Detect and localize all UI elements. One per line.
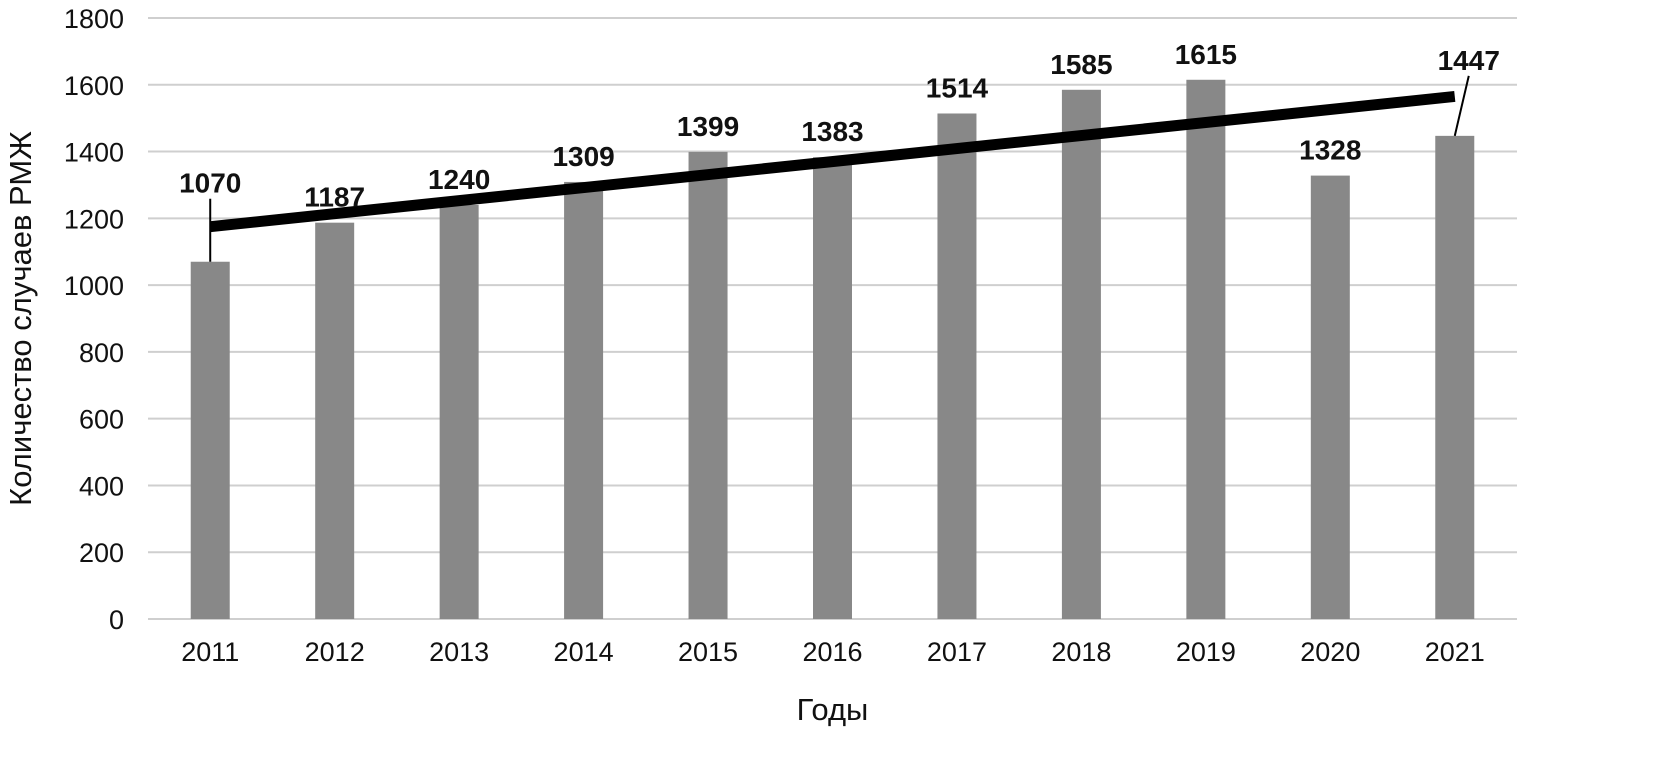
data-label: 1383	[801, 116, 863, 147]
y-tick-label: 1200	[64, 204, 124, 234]
bar	[190, 261, 230, 619]
bar	[1186, 79, 1226, 619]
bar	[1435, 135, 1475, 619]
x-tick-label: 2013	[429, 637, 489, 667]
data-label-leader	[1453, 75, 1470, 137]
bar	[439, 204, 479, 619]
bar	[1310, 175, 1350, 619]
trendline-group	[209, 90, 1456, 233]
data-label: 1399	[677, 111, 739, 142]
y-axis-title: Количество случаев РМЖ	[3, 131, 38, 506]
bar	[937, 113, 977, 620]
x-tick-label: 2015	[678, 637, 738, 667]
y-tick-label: 800	[79, 338, 124, 368]
y-axis-ticks: 0 200 400 600 800 1000 1200 1400 1600 1800	[64, 4, 124, 635]
bar	[315, 222, 355, 619]
trendline	[209, 90, 1456, 233]
x-axis-ticks: 2011 2012 2013 2014 2015 2016 2017 2018 2019 2020…	[181, 637, 1485, 667]
x-tick-label: 2017	[927, 637, 987, 667]
y-tick-label: 1600	[64, 71, 124, 101]
x-axis-title: Годы	[797, 692, 869, 727]
y-tick-label: 1400	[64, 138, 124, 168]
data-label: 1585	[1050, 49, 1112, 80]
x-tick-label: 2018	[1051, 637, 1111, 667]
data-label: 1615	[1175, 39, 1237, 70]
x-tick-label: 2016	[802, 637, 862, 667]
data-label: 1514	[926, 72, 989, 103]
bar	[813, 157, 852, 619]
bars	[190, 79, 1475, 620]
data-label: 1187	[304, 182, 365, 213]
x-tick-label: 2011	[181, 637, 239, 667]
x-tick-label: 2014	[554, 637, 614, 667]
y-tick-label: 600	[79, 405, 124, 435]
data-label: 1447	[1438, 45, 1500, 76]
y-tick-label: 400	[79, 471, 124, 501]
y-tick-label: 1800	[64, 4, 124, 34]
x-tick-label: 2019	[1176, 637, 1236, 667]
data-labels: 1070 1187 1240 1309 1399 1383 1514 1585 1615 1328…	[179, 39, 1500, 262]
x-tick-label: 2021	[1425, 637, 1485, 667]
y-tick-label: 1000	[64, 271, 124, 301]
x-tick-label: 2012	[305, 637, 365, 667]
bar	[1061, 89, 1101, 619]
data-label: 1070	[179, 168, 241, 199]
y-tick-label: 0	[109, 605, 124, 635]
bar	[688, 151, 728, 619]
data-label: 1309	[552, 141, 614, 172]
data-label: 1240	[428, 164, 490, 195]
bar	[564, 181, 604, 619]
y-tick-label: 200	[79, 538, 124, 568]
data-label: 1328	[1299, 135, 1361, 166]
x-tick-label: 2020	[1300, 637, 1360, 667]
